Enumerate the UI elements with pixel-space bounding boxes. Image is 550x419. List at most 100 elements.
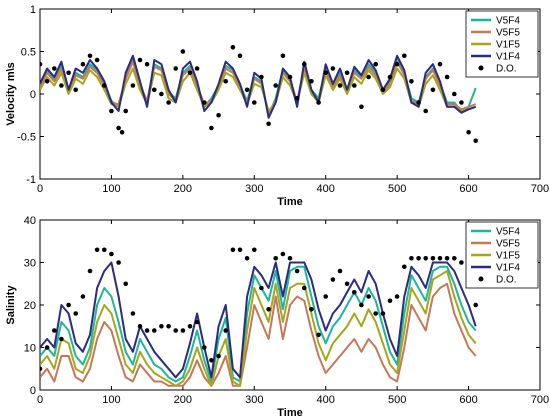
data-point-do xyxy=(166,100,171,105)
data-point-do xyxy=(209,358,214,363)
data-point-do xyxy=(109,251,114,257)
chart-panel-1: 0 100 200 300 400 500 600 700 -1 -0.5 0 0.5 1 Time Vel… xyxy=(5,4,549,208)
data-point-do xyxy=(402,264,407,270)
data-point-do xyxy=(116,260,121,265)
legend-label: V1F5 xyxy=(496,40,520,51)
series-line-v5f5 xyxy=(40,282,477,387)
data-point-do xyxy=(337,268,343,274)
y-tick-label: 20 xyxy=(24,300,36,312)
data-point-do xyxy=(87,53,93,59)
data-point-do xyxy=(102,247,107,253)
data-point-do xyxy=(302,61,307,67)
y-tick-label: 0 xyxy=(30,385,36,397)
legend-label: D.O. xyxy=(496,275,517,286)
x-tick-label: 100 xyxy=(102,183,120,195)
x-axis-label: Time xyxy=(277,407,302,419)
legend-label: V5F5 xyxy=(496,28,520,39)
data-point-do xyxy=(444,255,450,261)
data-point-do xyxy=(459,260,464,265)
data-point-do xyxy=(144,61,150,67)
y-tick-label: 10 xyxy=(24,343,36,355)
data-point-do xyxy=(52,328,57,333)
data-point-do xyxy=(66,70,71,76)
data-point-do xyxy=(280,251,286,257)
data-point-do xyxy=(173,328,178,333)
data-point-do xyxy=(223,328,228,333)
data-point-do xyxy=(109,108,114,114)
x-tick-label: 0 xyxy=(37,394,43,406)
data-point-do xyxy=(123,108,128,114)
data-point-do xyxy=(316,100,321,105)
data-point-do xyxy=(402,53,407,59)
data-point-do xyxy=(452,255,457,261)
x-tick-label: 100 xyxy=(102,394,120,406)
data-point-do xyxy=(80,61,86,67)
x-tick-label: 300 xyxy=(245,394,263,406)
legend-swatch xyxy=(478,276,484,282)
data-point-do xyxy=(94,57,100,63)
data-point-do xyxy=(123,281,128,287)
data-point-do xyxy=(40,366,43,372)
x-tick-label: 200 xyxy=(174,394,192,406)
data-point-do xyxy=(194,66,200,71)
x-tick-label: 500 xyxy=(388,394,406,406)
data-point-do xyxy=(437,255,443,261)
data-point-do xyxy=(444,74,450,80)
data-point-do xyxy=(137,324,143,329)
data-point-do xyxy=(87,268,93,274)
data-point-do xyxy=(387,74,393,80)
data-point-do xyxy=(173,66,178,71)
data-point-do xyxy=(52,66,57,71)
data-point-do xyxy=(44,79,50,84)
data-point-do xyxy=(309,79,314,84)
data-point-do xyxy=(430,255,436,261)
data-point-do xyxy=(119,130,125,135)
series-group xyxy=(40,247,479,387)
x-tick-label: 300 xyxy=(245,183,263,195)
data-point-do xyxy=(459,100,464,105)
data-point-do xyxy=(323,70,329,76)
data-point-do xyxy=(130,83,136,88)
data-point-do xyxy=(202,345,207,350)
data-point-do xyxy=(130,311,136,316)
data-point-do xyxy=(366,74,371,80)
data-point-do xyxy=(252,247,257,253)
series-line-v1f4 xyxy=(40,54,477,119)
data-point-do xyxy=(44,345,50,350)
data-point-do xyxy=(287,255,293,261)
data-point-do xyxy=(330,277,336,282)
legend-swatch xyxy=(478,65,484,71)
data-point-do xyxy=(216,113,221,118)
data-point-do xyxy=(387,298,393,304)
series-line-v5f4 xyxy=(40,265,477,383)
data-point-do xyxy=(73,87,78,93)
data-point-do xyxy=(309,307,314,312)
data-point-do xyxy=(59,336,64,342)
data-point-do xyxy=(473,302,479,308)
data-point-do xyxy=(373,61,379,67)
series-group xyxy=(40,45,479,144)
data-point-do xyxy=(473,138,479,144)
data-point-do xyxy=(237,247,243,253)
data-point-do xyxy=(216,353,221,359)
data-point-do xyxy=(416,255,421,261)
data-point-do xyxy=(187,324,193,329)
data-point-do xyxy=(294,268,300,274)
data-point-do xyxy=(94,247,100,253)
x-axis-label: Time xyxy=(277,196,302,208)
data-point-do xyxy=(252,100,257,105)
data-point-do xyxy=(209,125,214,131)
legend-label: V1F5 xyxy=(496,251,520,262)
data-point-do xyxy=(373,311,379,316)
data-point-do xyxy=(273,83,279,88)
y-axis-label: Salinity xyxy=(5,285,17,325)
data-point-do xyxy=(430,87,436,93)
data-point-do xyxy=(144,328,150,333)
y-axis-label: Velocity m\s xyxy=(5,62,17,126)
y-tick-label: -1 xyxy=(26,174,36,186)
data-point-do xyxy=(159,324,164,329)
data-point-do xyxy=(152,87,157,93)
y-tick-label: 0.5 xyxy=(21,47,36,59)
data-point-do xyxy=(40,61,43,67)
